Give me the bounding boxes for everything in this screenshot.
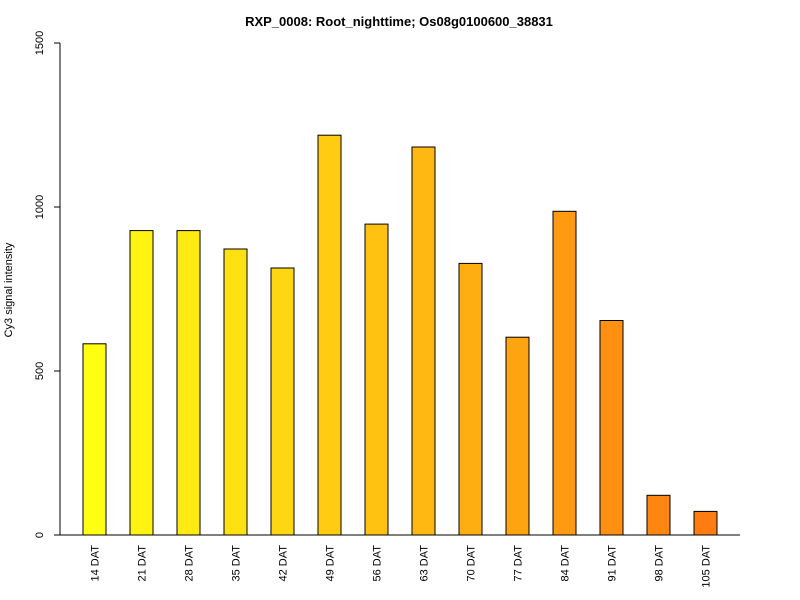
x-tick-label: 77 DAT [513,545,525,582]
x-tick-label: 91 DAT [607,545,619,582]
bar-56-dat [364,223,389,536]
y-tick-label: 500 [34,362,46,380]
bar-63-dat [411,146,436,536]
x-axis: 14 DAT 21 DAT 28 DAT 35 DAT 42 DAT 49 DAT 56 D… [60,534,740,588]
x-tick-label: 56 DAT [372,545,384,582]
x-tick-label: 84 DAT [560,545,572,582]
x-tick-label: 105 DAT [701,545,713,588]
y-tick-label: 1500 [34,31,46,55]
bar-35-dat [223,248,248,536]
bar-84-dat [552,210,577,536]
bar-21-dat [129,230,154,536]
bars-layer [82,134,718,536]
bar-14-dat [82,343,107,536]
bar-49-dat [317,134,342,536]
y-axis-label: Cy3 signal intensity [3,242,15,337]
bar-98-dat [646,494,671,536]
bar-28-dat [176,230,201,536]
x-tick-label: 70 DAT [466,545,478,582]
x-tick-label: 35 DAT [231,545,243,582]
bar-77-dat [505,336,530,536]
y-axis: 0 500 1000 1500 [34,31,61,538]
y-tick-label: 0 [34,532,46,538]
x-tick-label: 98 DAT [654,545,666,582]
x-tick-label: 14 DAT [90,545,102,582]
bar-91-dat [599,320,624,536]
bar-105-dat [693,510,718,536]
x-tick-label: 28 DAT [184,545,196,582]
x-tick-label: 49 DAT [325,545,337,582]
x-tick-label: 21 DAT [137,545,149,582]
x-tick-label: 42 DAT [278,545,290,582]
y-tick-label: 1000 [34,195,46,219]
bar-42-dat [270,267,295,536]
x-tick-label: 63 DAT [419,545,431,582]
bar-70-dat [458,262,483,536]
chart-title: RXP_0008: Root_nighttime; Os08g0100600_3… [245,14,553,29]
